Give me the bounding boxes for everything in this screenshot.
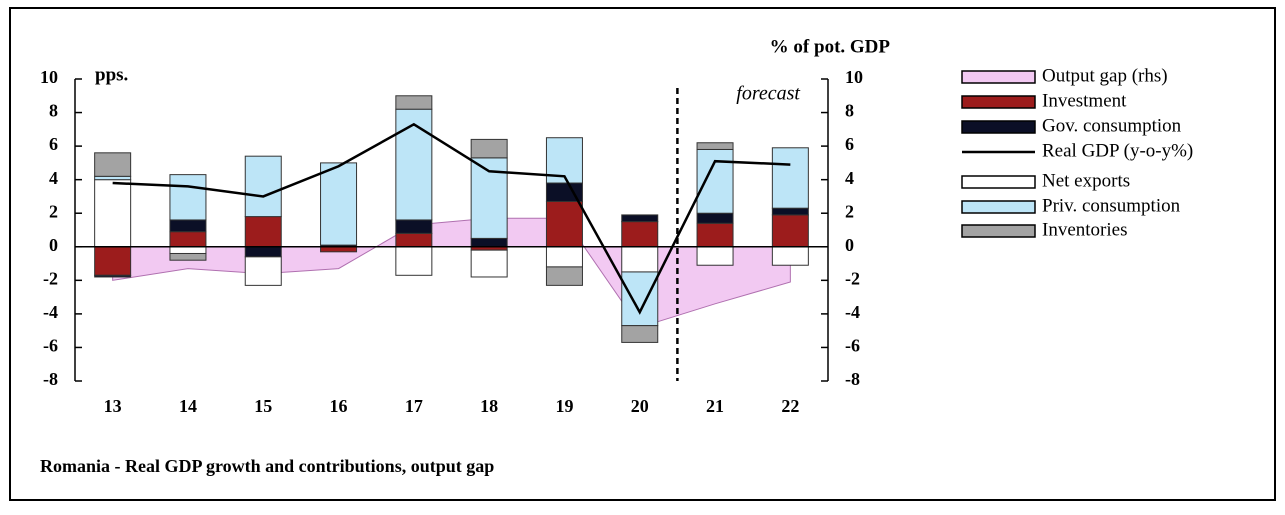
bar	[395, 246, 433, 276]
bar	[470, 237, 508, 248]
y-tick-label: 2	[49, 201, 58, 221]
bar	[169, 174, 207, 221]
x-tick-label: 14	[179, 396, 197, 416]
legend-label: Gov. consumption	[1042, 115, 1182, 136]
x-tick-label: 16	[330, 396, 348, 416]
bar	[169, 246, 207, 254]
legend-label: Inventories	[1042, 219, 1127, 240]
bar	[94, 179, 132, 248]
bar	[771, 214, 809, 248]
y2-tick-label: -6	[845, 336, 860, 356]
bar	[395, 219, 433, 234]
bar	[621, 325, 659, 343]
annotation: forecast	[736, 83, 800, 105]
y-tick-label: 4	[49, 168, 58, 188]
x-tick-label: 22	[781, 396, 799, 416]
bar	[696, 148, 734, 214]
legend-label: Net exports	[1042, 170, 1130, 191]
bar	[395, 108, 433, 221]
legend-swatch	[961, 70, 1036, 84]
y2-tick-label: 6	[845, 134, 854, 154]
legend-label: Real GDP (y-o-y%)	[1042, 140, 1193, 161]
bar	[771, 207, 809, 216]
bar	[696, 222, 734, 248]
x-tick-label: 18	[480, 396, 498, 416]
x-tick-label: 19	[555, 396, 573, 416]
bar	[621, 246, 659, 273]
y-tick-label: 6	[49, 134, 58, 154]
bar	[470, 138, 508, 159]
x-tick-label: 21	[706, 396, 724, 416]
bar	[244, 256, 282, 286]
legend-label: Priv. consumption	[1042, 195, 1181, 216]
bar	[545, 200, 583, 248]
bar	[169, 231, 207, 248]
legend-swatch	[961, 175, 1036, 189]
bar	[94, 246, 132, 276]
x-tick-label: 17	[405, 396, 423, 416]
y-tick-label: -2	[43, 268, 58, 288]
bar	[94, 152, 132, 177]
legend-swatch	[961, 224, 1036, 238]
bar	[244, 246, 282, 258]
x-tick-label: 13	[104, 396, 122, 416]
bar	[169, 252, 207, 261]
y-tick-label: 10	[40, 67, 58, 87]
y2-tick-label: 8	[845, 101, 854, 121]
legend-swatch	[961, 200, 1036, 214]
line	[112, 122, 791, 315]
y-tick-label: -6	[43, 336, 58, 356]
legend-label: Output gap (rhs)	[1042, 65, 1168, 86]
bar	[696, 142, 734, 150]
y-tick-label: -8	[43, 369, 58, 389]
legend-swatch	[961, 120, 1036, 134]
bar	[244, 216, 282, 248]
bar	[621, 271, 659, 327]
bar	[696, 246, 734, 266]
y2-tick-label: 10	[845, 67, 863, 87]
y2-tick-label: -2	[845, 268, 860, 288]
bar	[545, 266, 583, 286]
bar	[169, 219, 207, 233]
bar	[320, 246, 358, 253]
y2-tick-label: 4	[845, 168, 854, 188]
bar	[621, 221, 659, 248]
y-tick-label: 0	[49, 235, 58, 255]
bar	[320, 162, 358, 246]
y2-tick-label: -8	[845, 369, 860, 389]
bar	[771, 246, 809, 266]
y2-tick-label: 0	[845, 235, 854, 255]
y-tick-label: -4	[43, 302, 58, 322]
bar	[771, 147, 809, 209]
bar	[470, 249, 508, 278]
y2-label: % of pot. GDP	[770, 36, 891, 57]
y-tick-label: 8	[49, 101, 58, 121]
bar	[244, 155, 282, 218]
legend-label: Investment	[1042, 90, 1127, 111]
bar	[696, 212, 734, 224]
legend-swatch	[961, 95, 1036, 109]
bar	[94, 175, 132, 181]
bar	[621, 214, 659, 223]
y2-tick-label: -4	[845, 302, 860, 322]
bar	[94, 274, 132, 278]
x-tick-label: 15	[254, 396, 272, 416]
bar	[395, 232, 433, 248]
bar	[395, 95, 433, 110]
x-tick-label: 20	[631, 396, 649, 416]
chart-title: Romania - Real GDP growth and contributi…	[40, 456, 494, 476]
y2-tick-label: 2	[845, 201, 854, 221]
bar	[545, 246, 583, 268]
y-label: pps.	[95, 64, 128, 85]
